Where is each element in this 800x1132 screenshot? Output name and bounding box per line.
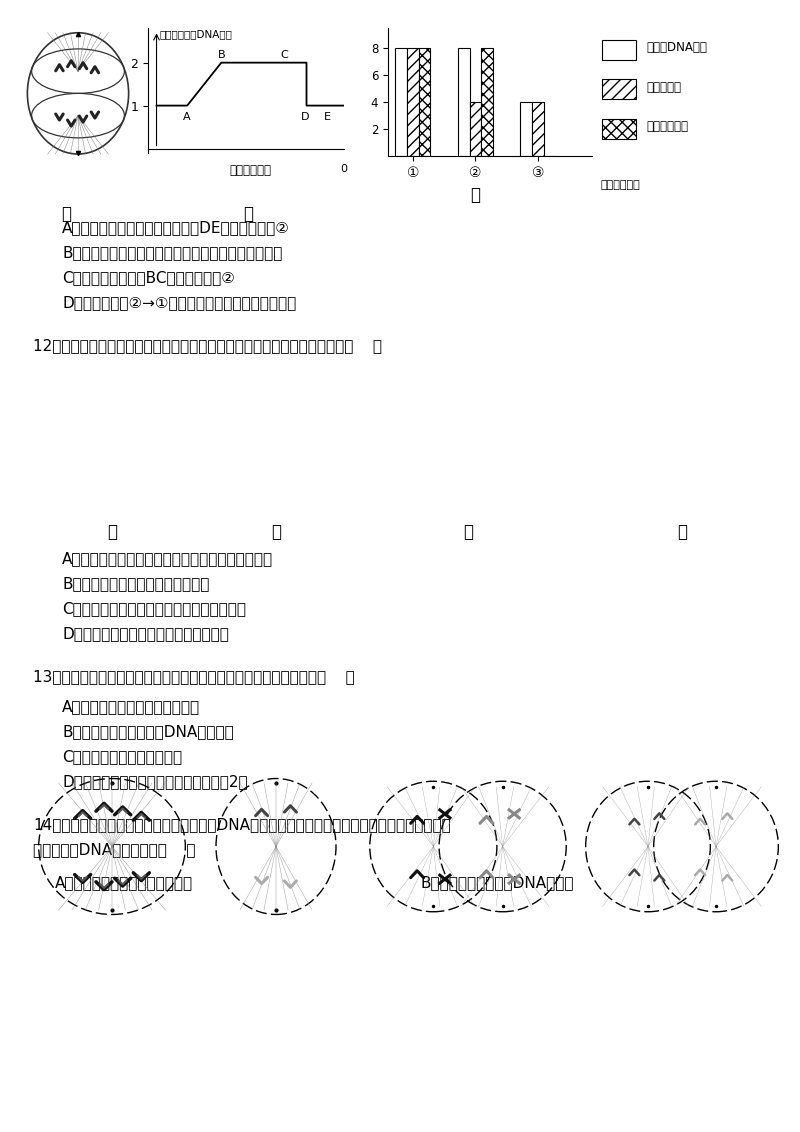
- Bar: [470, 102, 482, 156]
- Text: 细胞分裂时期: 细胞分裂时期: [600, 180, 640, 190]
- Text: D．乙、丁的染色体数都是体细胞的一半: D．乙、丁的染色体数都是体细胞的一半: [62, 626, 229, 641]
- FancyBboxPatch shape: [602, 79, 636, 100]
- Text: B: B: [218, 50, 225, 60]
- Bar: [520, 102, 532, 156]
- Text: A．图甲所示细胞对应于图乙中的DE段、图丙中的②: A．图甲所示细胞对应于图乙中的DE段、图丙中的②: [62, 220, 290, 235]
- Text: 丙: 丙: [470, 186, 481, 204]
- Text: 13．二倍体生物细胞正在进行着丝点分裂时，下列有关叙述正确的是（    ）: 13．二倍体生物细胞正在进行着丝点分裂时，下列有关叙述正确的是（ ）: [33, 669, 354, 684]
- Text: 乙: 乙: [243, 205, 253, 223]
- Text: A: A: [183, 112, 191, 122]
- Text: A．细胞中一定不存在同源染色体: A．细胞中一定不存在同源染色体: [62, 698, 200, 714]
- Text: 12．如图表示某种动物不同个体的某些细胞分裂过程，相关说法不正确的是（    ）: 12．如图表示某种动物不同个体的某些细胞分裂过程，相关说法不正确的是（ ）: [33, 338, 382, 353]
- Bar: [419, 49, 430, 156]
- Text: 乙: 乙: [271, 523, 281, 541]
- Text: 丁: 丁: [677, 523, 687, 541]
- Text: 14．通过观察染色体的形态，可推测细胞中DNA量的变化。用此方法，在下列时期能检测到培养的: 14．通过观察染色体的形态，可推测细胞中DNA量的变化。用此方法，在下列时期能检…: [33, 817, 450, 832]
- Text: A．有丝分裂的前期、中期和后期: A．有丝分裂的前期、中期和后期: [55, 875, 193, 890]
- Text: 甲: 甲: [61, 205, 71, 223]
- Text: A．甲、丙两细胞都发生了非同源染色体的自由组合: A．甲、丙两细胞都发生了非同源染色体的自由组合: [62, 551, 273, 566]
- Bar: [407, 49, 419, 156]
- Text: 染色单体数目: 染色单体数目: [646, 120, 688, 134]
- Text: B．着丝点分裂一定导致DNA数目加倍: B．着丝点分裂一定导致DNA数目加倍: [62, 724, 234, 739]
- Text: C．可属于卵原细胞分裂过程的是甲、乙、丁: C．可属于卵原细胞分裂过程的是甲、乙、丁: [62, 601, 246, 616]
- Text: 每条染色体上DNA含量: 每条染色体上DNA含量: [160, 29, 233, 40]
- Text: 甲: 甲: [107, 523, 117, 541]
- Bar: [482, 49, 493, 156]
- Text: D: D: [301, 112, 309, 122]
- Text: 染色体数目: 染色体数目: [646, 80, 681, 94]
- FancyBboxPatch shape: [602, 40, 636, 60]
- Text: B．细胞周期的间期中DNA复制时: B．细胞周期的间期中DNA复制时: [420, 875, 574, 890]
- Text: C: C: [281, 50, 288, 60]
- Text: D．细胞中染色体数目一定是其体细胞的2倍: D．细胞中染色体数目一定是其体细胞的2倍: [62, 774, 248, 789]
- Bar: [458, 49, 470, 156]
- Text: C．该细胞一定处于分裂后期: C．该细胞一定处于分裂后期: [62, 749, 182, 764]
- Text: 皮肤细胞中DNA量加倍的是（    ）: 皮肤细胞中DNA量加倍的是（ ）: [33, 842, 195, 857]
- Text: C．图丙中与图乙中BC段对应的只有②: C．图丙中与图乙中BC段对应的只有②: [62, 271, 235, 285]
- FancyBboxPatch shape: [602, 119, 636, 139]
- Bar: [532, 102, 544, 156]
- Text: 丙: 丙: [463, 523, 473, 541]
- Text: E: E: [323, 112, 330, 122]
- Text: B．图甲所示细胞分裂时期核糖体、中心体代谢最活跃: B．图甲所示细胞分裂时期核糖体、中心体代谢最活跃: [62, 245, 282, 260]
- Text: B．图中的细胞均处于细胞分裂后期: B．图中的细胞均处于细胞分裂后期: [62, 576, 210, 591]
- Text: 细胞分裂时期: 细胞分裂时期: [230, 163, 271, 177]
- Text: D．图丙中引起②→①变化的原因是同源染色体的分离: D．图丙中引起②→①变化的原因是同源染色体的分离: [62, 295, 296, 310]
- Text: 染色体DNA数目: 染色体DNA数目: [646, 41, 706, 54]
- Text: 0: 0: [341, 163, 347, 173]
- Bar: [395, 49, 407, 156]
